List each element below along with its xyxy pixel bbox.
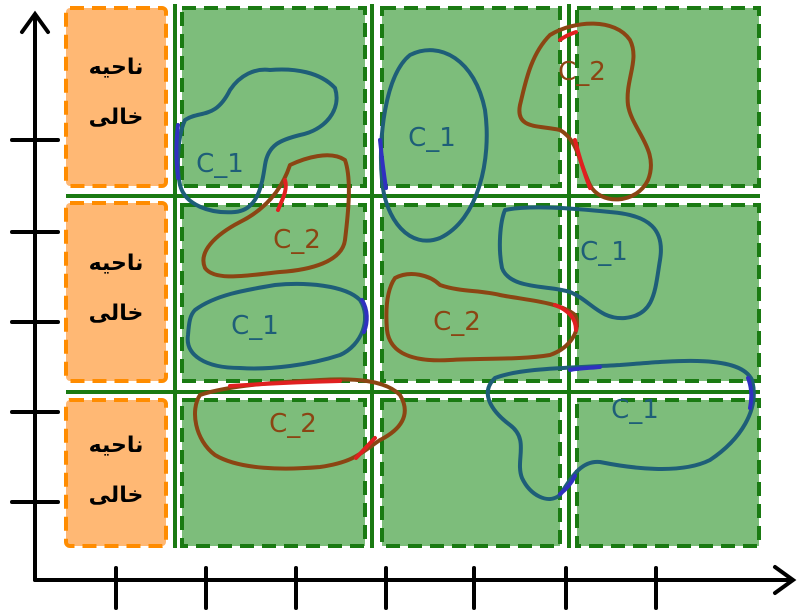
cluster-label-c2-bottom-left: C_2 — [269, 409, 317, 439]
cluster-label-c1-bottom-right: C_1 — [611, 395, 659, 425]
axes — [10, 10, 797, 610]
boundary-red-3 — [573, 138, 592, 190]
cluster-c1-bottom-right-outline — [485, 358, 756, 501]
grid-cells — [180, 6, 761, 548]
boundary-blue-4 — [568, 365, 602, 372]
boundary-red-6 — [354, 436, 377, 460]
boundary-red-4 — [553, 303, 578, 332]
empty-region-middle-line1: ناحیه — [89, 251, 144, 276]
empty-region-top — [64, 6, 168, 188]
cluster-c2-middle-center-outline — [384, 272, 579, 363]
cluster-label-c1-middle-left: C_1 — [231, 311, 279, 341]
grid-cell-r2-c1 — [180, 203, 367, 383]
boundary-red-5 — [228, 379, 342, 388]
cluster-label-c2-top-right: C_2 — [558, 57, 606, 87]
boundary-blue-6 — [558, 474, 577, 496]
boundary-red-2 — [558, 30, 578, 42]
cluster-labels: C_1 C_1 C_2 C_2 C_1 C_1 C_2 C_2 C_1 — [196, 57, 659, 439]
grid-cell-r3-c2 — [380, 398, 562, 548]
cluster-c2-top-right-outline — [517, 21, 653, 202]
x-axis-arrowhead — [773, 565, 797, 595]
cluster-label-c1-middle-right: C_1 — [580, 237, 628, 267]
cluster-c1-top-left-outline — [175, 67, 339, 215]
cluster-c1-top-middle-outline — [378, 48, 489, 243]
empty-region-top-line1: ناحیه — [89, 55, 144, 80]
boundary-blue-5 — [746, 376, 754, 410]
cluster-label-c2-middle-center: C_2 — [433, 307, 481, 337]
cluster-c1-middle-left-outline — [185, 281, 368, 371]
empty-region-top-line2: خالی — [89, 105, 144, 130]
cluster-label-c1-top-left: C_1 — [196, 149, 244, 179]
grid-cell-r2-c3 — [575, 203, 761, 383]
grid-cell-r1-c1 — [180, 6, 367, 188]
empty-region-bottom — [64, 398, 168, 548]
boundary-highlights — [174, 30, 754, 496]
grid-cell-r2-c2 — [380, 203, 562, 383]
boundary-blue-2 — [378, 138, 388, 190]
grid-lines — [66, 4, 760, 548]
empty-region-bottom-line2: خالی — [89, 483, 144, 508]
cluster-c1-middle-right-outline — [497, 205, 663, 321]
empty-region-middle — [64, 201, 168, 383]
cluster-shapes — [175, 21, 756, 501]
grid-cell-r3-c3 — [575, 398, 761, 548]
y-axis-arrowhead — [20, 10, 50, 34]
empty-region-middle-line2: خالی — [89, 301, 144, 326]
boundary-blue-1 — [174, 123, 180, 180]
empty-region-labels: ناحیه خالی ناحیه خالی ناحیه خالی — [89, 55, 144, 508]
grid-cell-r3-c1 — [180, 398, 367, 548]
boundary-red-1 — [276, 178, 288, 212]
cluster-label-c1-top-middle: C_1 — [408, 123, 456, 153]
empty-region-bottom-line1: ناحیه — [89, 433, 144, 458]
grid-cell-r1-c3 — [575, 6, 761, 188]
cluster-c2-middle-left-outline — [201, 153, 351, 279]
cluster-label-c2-middle-left: C_2 — [273, 225, 321, 255]
grid-cell-r1-c2 — [380, 6, 562, 188]
boundary-blue-3 — [360, 298, 369, 334]
